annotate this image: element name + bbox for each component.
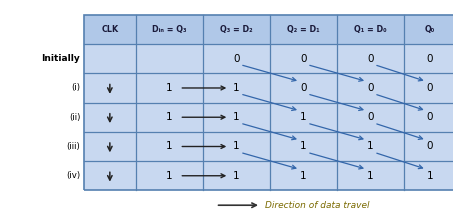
Text: 1: 1 [300, 141, 307, 152]
Bar [84, 73, 453, 103]
Text: 1: 1 [233, 83, 240, 93]
Text: (iv): (iv) [66, 171, 80, 180]
Text: 1: 1 [166, 112, 173, 122]
Text: 0: 0 [427, 112, 434, 122]
Text: Dᵢₙ = Q₃: Dᵢₙ = Q₃ [152, 25, 187, 34]
Text: Direction of data travel: Direction of data travel [265, 201, 370, 210]
Text: 1: 1 [300, 112, 307, 122]
Text: 1: 1 [166, 171, 173, 181]
Text: 0: 0 [367, 112, 374, 122]
Bar [84, 44, 453, 73]
Text: 0: 0 [367, 54, 374, 64]
Text: Q₃ = D₂: Q₃ = D₂ [220, 25, 253, 34]
Text: (iii): (iii) [67, 142, 80, 151]
Text: 1: 1 [367, 171, 374, 181]
Text: 0: 0 [427, 141, 434, 152]
Text: (ii): (ii) [69, 113, 80, 122]
Text: (i): (i) [71, 84, 80, 92]
Text: 1: 1 [233, 141, 240, 152]
Bar [84, 161, 453, 190]
Text: CLK: CLK [101, 25, 118, 34]
Text: Q₀: Q₀ [425, 25, 435, 34]
Text: Q₂ = D₁: Q₂ = D₁ [287, 25, 320, 34]
Text: 1: 1 [166, 141, 173, 152]
Text: 1: 1 [300, 171, 307, 181]
Bar [84, 15, 453, 190]
Text: 0: 0 [300, 83, 307, 93]
Text: 0: 0 [427, 83, 434, 93]
Bar [84, 15, 453, 44]
Text: 1: 1 [427, 171, 434, 181]
Text: 0: 0 [427, 54, 434, 64]
Text: 1: 1 [166, 83, 173, 93]
Text: 1: 1 [233, 112, 240, 122]
Bar [84, 132, 453, 161]
Text: Q₁ = D₀: Q₁ = D₀ [354, 25, 387, 34]
Text: 0: 0 [300, 54, 307, 64]
Text: 0: 0 [233, 54, 240, 64]
Text: 0: 0 [367, 83, 374, 93]
Text: 1: 1 [233, 171, 240, 181]
Bar [84, 103, 453, 132]
Text: 1: 1 [367, 141, 374, 152]
Text: Initially: Initially [41, 54, 80, 63]
